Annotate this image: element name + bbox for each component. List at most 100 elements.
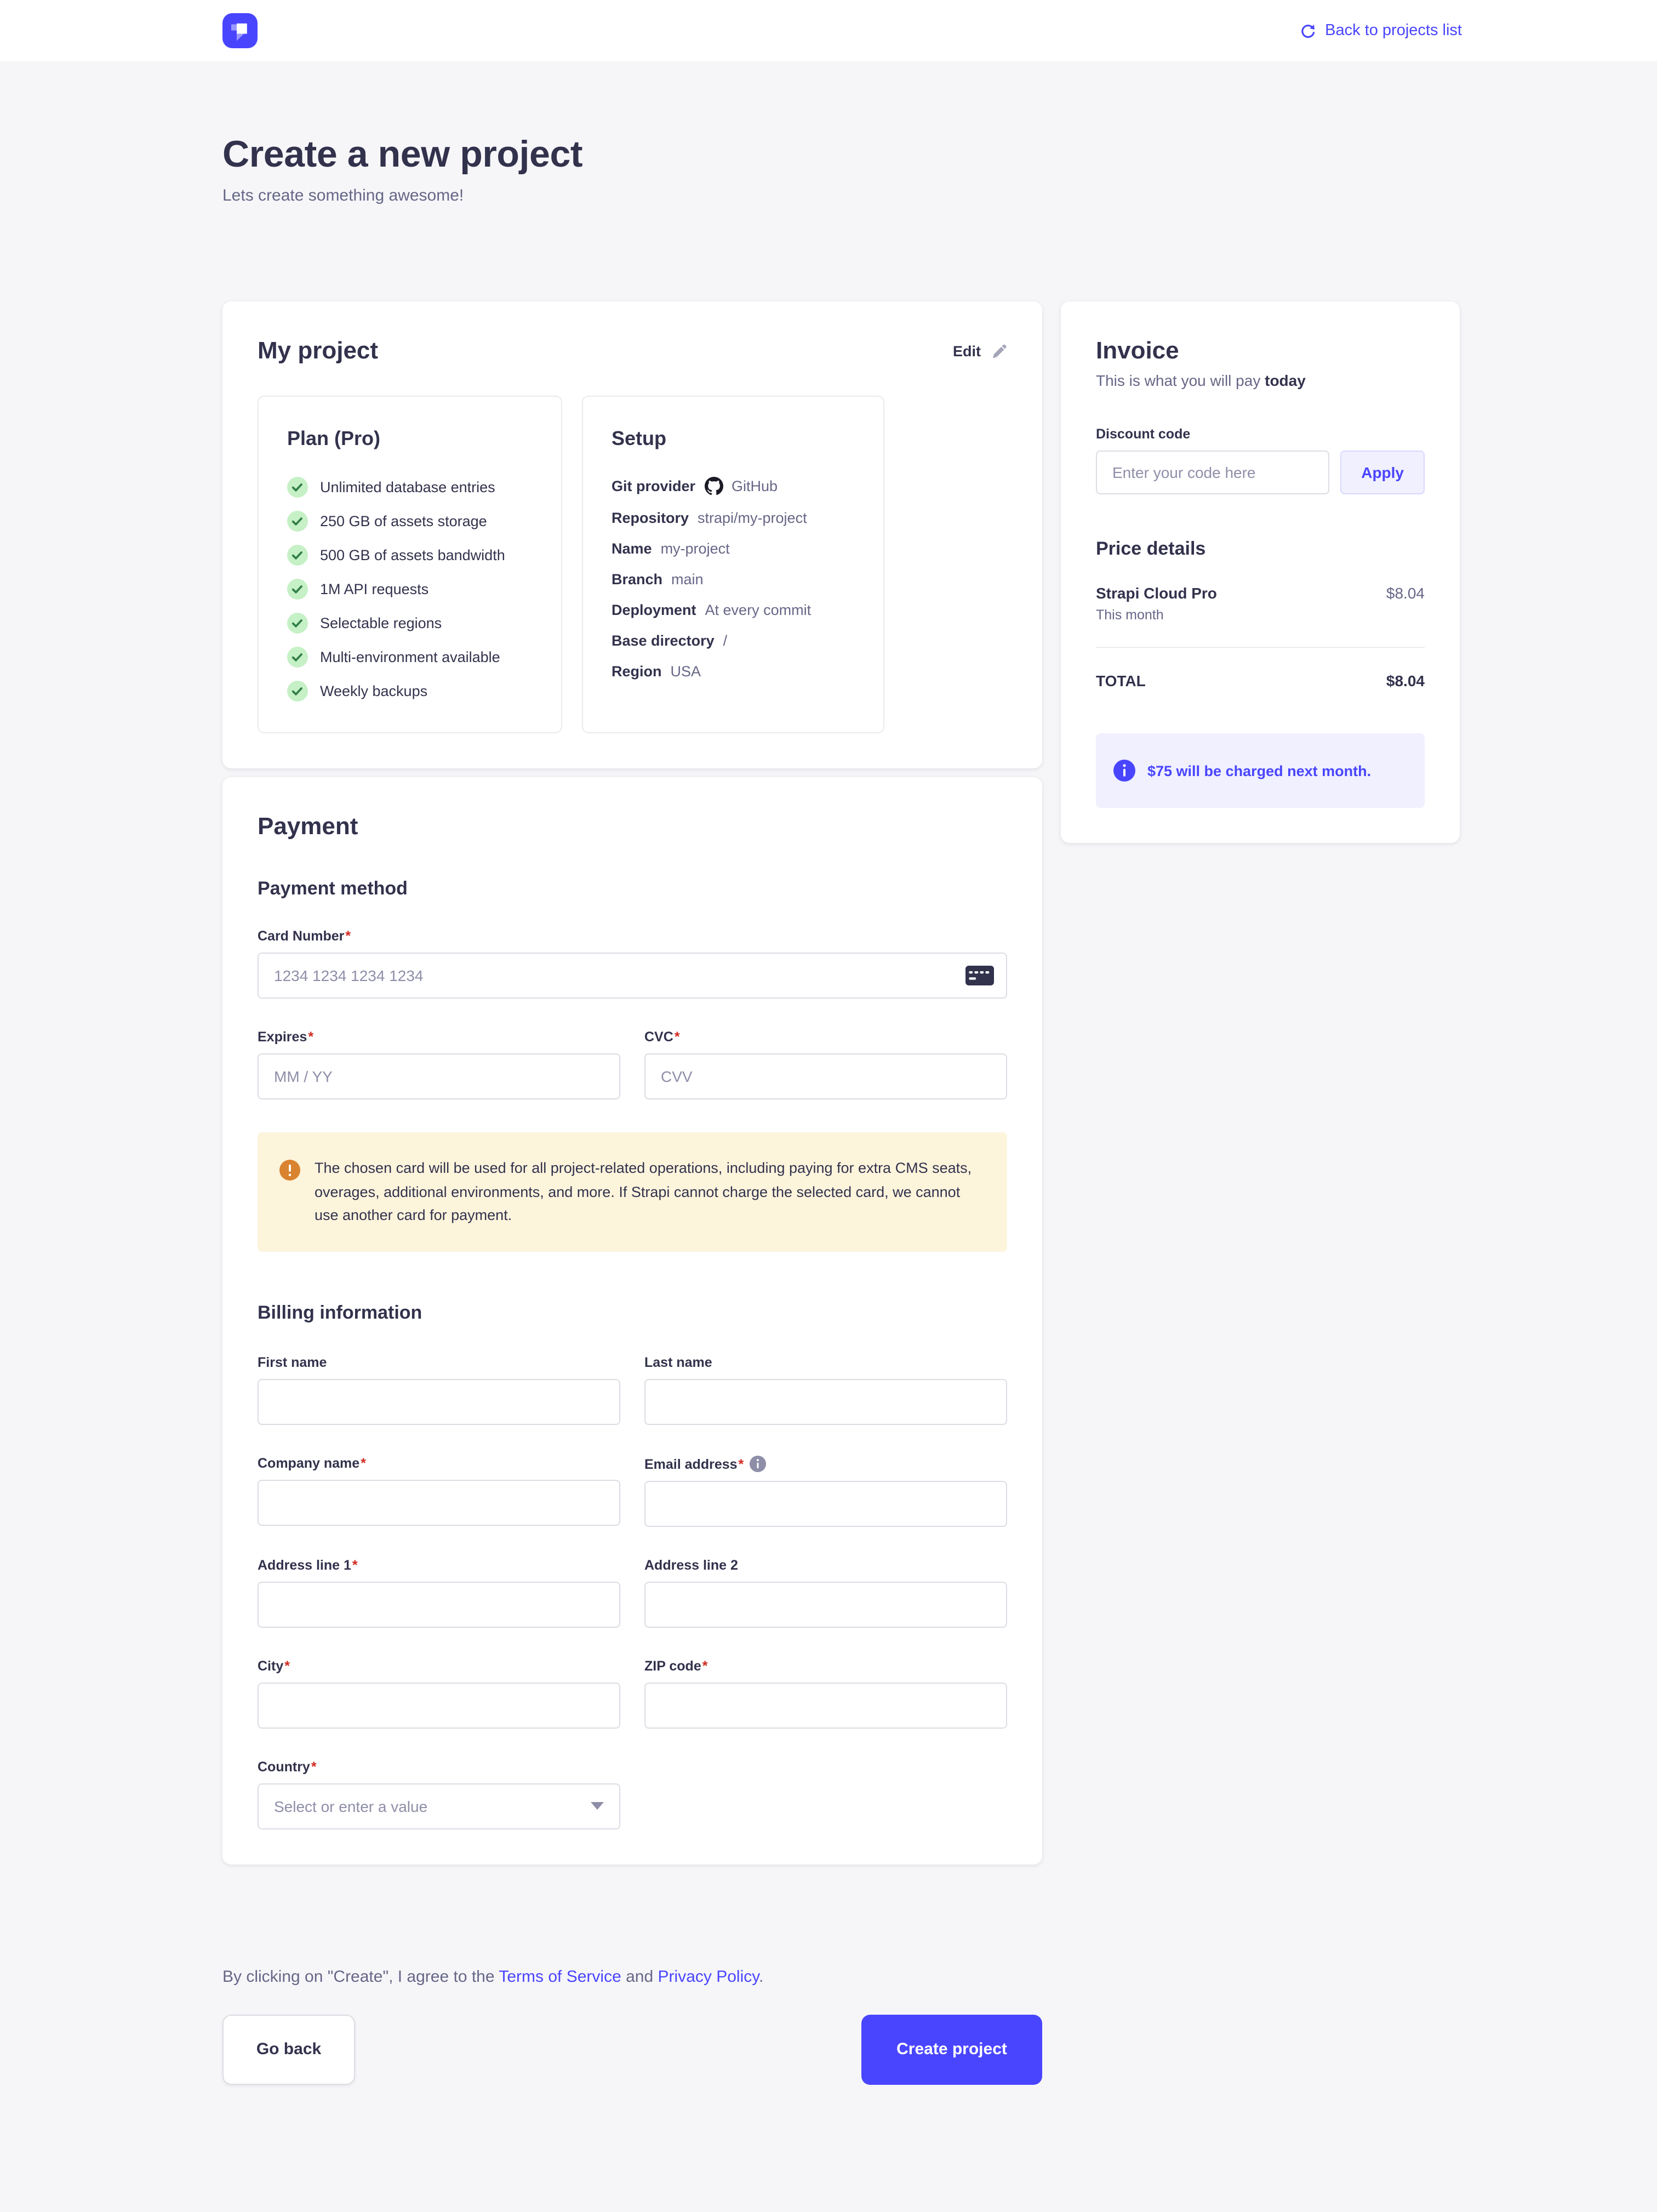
city-label: City [258,1658,620,1674]
plan-feature: 1M API requests [287,579,533,600]
setup-title: Setup [612,427,667,449]
chevron-down-icon [591,1802,604,1810]
check-icon [287,613,308,634]
footer: By clicking on "Create", I agree to the … [222,1968,1042,2085]
plan-feature: 250 GB of assets storage [287,511,533,532]
page-head: Create a new project Lets create somethi… [222,134,1460,205]
payment-method-title: Payment method [258,878,408,899]
plan-feature: Weekly backups [287,681,533,702]
zip-code-input[interactable] [644,1682,1007,1729]
plan-title: Plan (Pro) [287,427,381,449]
setup-label: Branch [612,571,663,588]
setup-row-base-directory: Base directory / [612,632,855,649]
check-icon [287,579,308,600]
check-icon [287,477,308,498]
top-bar: Back to projects list [0,0,1657,61]
card-usage-notice-text: The chosen card will be used for all pro… [315,1160,972,1224]
invoice-line-item: Strapi Cloud Pro This month $8.04 [1096,584,1425,623]
total-amount: $8.04 [1386,672,1425,689]
price-details-title: Price details [1096,538,1206,559]
setup-row-branch: Branch main [612,571,855,588]
setup-row-region: Region USA [612,663,855,680]
invoice-title: Invoice [1096,337,1179,364]
back-to-projects-link[interactable]: Back to projects list [1300,22,1462,39]
total-label: TOTAL [1096,672,1146,689]
first-name-input[interactable] [258,1378,620,1425]
warning-icon [279,1160,300,1181]
plan-feature-label: 250 GB of assets storage [320,513,487,529]
address-line2-input[interactable] [644,1581,1007,1628]
setup-value: main [671,571,704,588]
card-number-input[interactable] [258,953,1007,999]
check-icon [287,647,308,668]
address-line1-input[interactable] [258,1581,620,1628]
setup-row-git-provider: Git provider GitHub [612,477,855,495]
country-select-placeholder: Select or enter a value [274,1797,428,1815]
company-name-label: Company name [258,1456,620,1471]
next-month-charge-banner: $75 will be charged next month. [1096,733,1425,808]
last-name-label: Last name [644,1354,712,1370]
email-input[interactable] [644,1480,1007,1527]
last-name-input[interactable] [644,1378,1007,1425]
create-project-button[interactable]: Create project [861,2014,1042,2085]
city-input[interactable] [258,1682,620,1729]
address-line1-label: Address line 1 [258,1558,620,1573]
discount-code-label: Discount code [1096,426,1191,442]
line-item-period: This month [1096,607,1164,623]
page-title: Create a new project [222,134,583,175]
project-card-title: My project [258,337,379,364]
plan-feature: Multi-environment available [287,647,533,668]
setup-label: Name [612,540,652,557]
terms-middle: and [621,1967,658,1986]
plan-feature-label: Multi-environment available [320,649,500,665]
billing-title: Billing information [258,1302,422,1323]
back-arrow-icon [1301,24,1315,38]
expires-input[interactable] [258,1053,620,1099]
plan-feature-label: Unlimited database entries [320,479,495,495]
setup-value: / [723,632,728,649]
invoice-divider [1096,647,1425,648]
address-line2-label: Address line 2 [644,1557,738,1573]
payment-title: Payment [258,812,358,840]
setup-box: Setup Git provider GitHub Repository [582,396,884,733]
edit-project-button[interactable]: Edit [953,343,1007,359]
setup-label: Base directory [612,632,715,649]
pencil-icon [992,344,1007,358]
go-back-button[interactable]: Go back [222,2014,355,2085]
line-item-amount: $8.04 [1386,584,1425,602]
discount-code-input[interactable] [1096,451,1330,494]
back-link-label: Back to projects list [1325,22,1462,39]
setup-row-deployment: Deployment At every commit [612,602,855,618]
plan-feature-label: 500 GB of assets bandwidth [320,547,505,563]
my-project-card: My project Edit Plan (Pro) [222,301,1042,768]
payment-card: Payment Payment method Card Number [222,777,1042,1865]
cvc-label: CVC [644,1029,1007,1045]
plan-feature-label: 1M API requests [320,581,429,597]
cvc-input[interactable] [644,1053,1007,1099]
terms-suffix: . [759,1967,764,1986]
credit-card-icon [965,966,994,985]
terms-of-service-link[interactable]: Terms of Service [499,1967,621,1986]
line-item-name: Strapi Cloud Pro [1096,584,1217,602]
email-label: Email address [644,1457,744,1472]
email-info-icon[interactable] [749,1455,766,1472]
expires-label: Expires [258,1029,620,1045]
card-usage-notice: The chosen card will be used for all pro… [258,1132,1007,1252]
page-subtitle: Lets create something awesome! [222,186,464,205]
invoice-subtitle-prefix: This is what you will pay [1096,372,1265,389]
country-select[interactable]: Select or enter a value [258,1783,620,1829]
company-name-input[interactable] [258,1479,620,1526]
terms-text: By clicking on "Create", I agree to the … [222,1968,1042,1986]
privacy-policy-link[interactable]: Privacy Policy [658,1967,759,1986]
setup-row-repository: Repository strapi/my-project [612,510,855,526]
setup-label: Git provider [612,478,696,494]
invoice-subtitle: This is what you will pay today [1096,372,1425,389]
check-icon [287,545,308,566]
first-name-label: First name [258,1354,327,1370]
setup-value: USA [670,663,701,680]
edit-label: Edit [953,343,981,359]
apply-discount-button[interactable]: Apply [1340,451,1425,494]
terms-prefix: By clicking on "Create", I agree to the [222,1967,499,1986]
github-icon [704,477,723,495]
country-label: Country [258,1759,620,1775]
